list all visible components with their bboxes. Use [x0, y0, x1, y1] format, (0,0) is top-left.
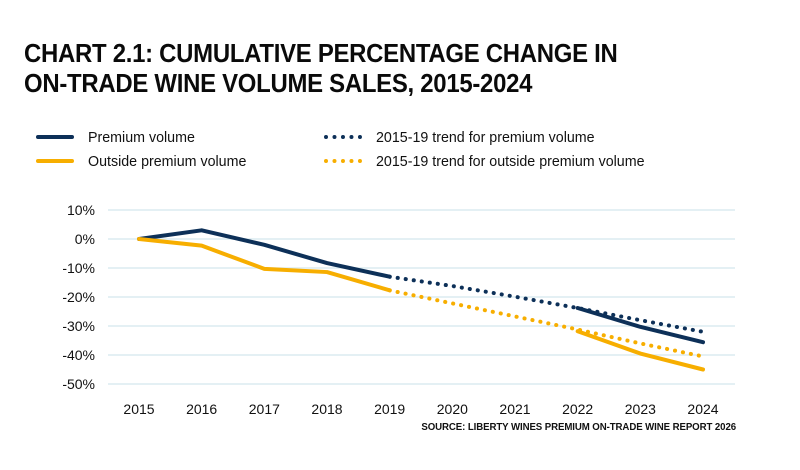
x-tick-label: 2021	[499, 401, 530, 417]
source-note: SOURCE: LIBERTY WINES PREMIUM ON-TRADE W…	[421, 421, 736, 433]
x-tick-label: 2016	[186, 401, 217, 417]
legend-label: 2015-19 trend for premium volume	[376, 128, 595, 146]
x-tick-label: 2017	[249, 401, 280, 417]
y-tick-label: 10%	[67, 202, 95, 218]
legend-swatch-outside-premium	[36, 159, 74, 163]
x-tick-label: 2020	[437, 401, 468, 417]
x-tick-label: 2024	[687, 401, 718, 417]
x-tick-label: 2019	[374, 401, 405, 417]
y-tick-label: -10%	[62, 260, 95, 276]
y-tick-label: -20%	[62, 289, 95, 305]
legend-label: Outside premium volume	[88, 152, 247, 170]
series-group	[137, 228, 705, 372]
legend-item-outside-premium: Outside premium volume	[36, 150, 255, 172]
legend-label: Premium volume	[88, 128, 195, 146]
chart-title-line-1: CHART 2.1: CUMULATIVE PERCENTAGE CHANGE …	[24, 38, 618, 68]
x-tick-label: 2023	[625, 401, 656, 417]
legend: Premium volume Outside premium volume 20…	[24, 126, 784, 176]
chart-title-line-2: ON-TRADE WINE VOLUME SALES, 2015-2024	[24, 68, 533, 98]
series-line-2015-19-trend-for-outside-premium-volume	[387, 288, 705, 359]
x-tick-label: 2018	[311, 401, 342, 417]
x-tick-label: 2022	[562, 401, 593, 417]
y-tick-label: -50%	[62, 376, 95, 392]
y-tick-label: 0%	[75, 231, 95, 247]
legend-item-outside-premium-trend: 2015-19 trend for outside premium volume	[324, 150, 659, 172]
legend-swatch-premium-trend	[324, 135, 362, 139]
legend-swatch-outside-premium-trend	[324, 159, 362, 163]
legend-label: 2015-19 trend for outside premium volume	[376, 152, 645, 170]
x-axis: 2015 2016 2017 2018 2019 2020 2021 2022 2023 2024	[123, 401, 718, 417]
y-axis: 10% 0% -10% -20% -30% -40% -50%	[62, 202, 95, 392]
y-tick-label: -30%	[62, 318, 95, 334]
legend-item-premium-trend: 2015-19 trend for premium volume	[324, 126, 606, 148]
x-tick-label: 2015	[123, 401, 154, 417]
y-tick-label: -40%	[62, 347, 95, 363]
legend-item-premium: Premium volume	[36, 126, 201, 148]
chart-title: CHART 2.1: CUMULATIVE PERCENTAGE CHANGE …	[24, 38, 723, 98]
legend-swatch-premium	[36, 135, 74, 139]
